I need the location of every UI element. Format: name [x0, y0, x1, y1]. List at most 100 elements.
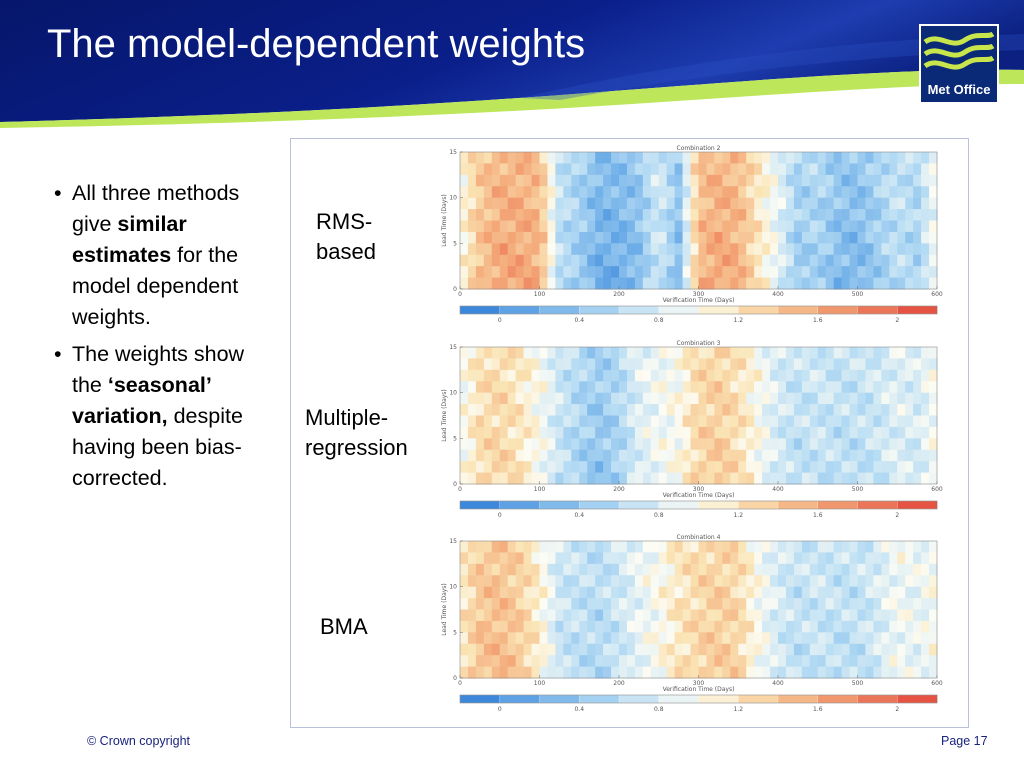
x-tick-label: 500	[852, 291, 864, 298]
heatmap-cell	[722, 209, 731, 222]
heatmap-cell	[857, 461, 867, 474]
heatmap-cell	[626, 609, 636, 622]
heatmap-cell	[642, 666, 652, 679]
heatmap-cell	[841, 541, 851, 554]
heatmap-cell	[579, 174, 588, 187]
heatmap-cell	[491, 209, 501, 222]
heatmap-cell	[547, 404, 556, 417]
heatmap-cell	[698, 586, 708, 599]
heatmap-cell	[579, 449, 588, 462]
heatmap-cell	[746, 426, 755, 439]
heatmap-cell	[857, 381, 867, 394]
heatmap-cell	[881, 472, 890, 485]
heatmap-cell	[801, 472, 811, 485]
heatmap-cell	[666, 266, 676, 279]
heatmap-cell	[555, 186, 564, 199]
heatmap-cell	[913, 266, 922, 279]
heatmap-cell	[730, 209, 739, 222]
heatmap-cell	[698, 209, 708, 222]
heatmap-cell	[467, 609, 477, 622]
heatmap-cell	[770, 358, 779, 371]
heatmap-cell	[706, 152, 715, 165]
heatmap-cell	[523, 152, 533, 165]
heatmap-cell	[738, 426, 747, 439]
heatmap-cell	[642, 438, 652, 451]
heatmap-cell	[571, 563, 580, 576]
heatmap-cell	[921, 358, 930, 371]
heatmap-cell	[515, 575, 525, 588]
heatmap-cell	[722, 266, 731, 279]
heatmap-cell	[523, 609, 533, 622]
colorbar-tick-label: 1.6	[813, 706, 823, 713]
heatmap-cell	[841, 586, 851, 599]
heatmap-cell	[778, 655, 787, 668]
heatmap-cell	[523, 426, 533, 439]
heatmap-cell	[611, 369, 620, 382]
heatmap-cell	[499, 220, 509, 233]
heatmap-cell	[611, 186, 620, 199]
heatmap-cell	[626, 552, 636, 565]
heatmap-cell	[929, 598, 938, 611]
heatmap-cell	[881, 358, 890, 371]
heatmap-cell	[515, 347, 525, 360]
heatmap-cell	[897, 598, 906, 611]
heatmap-cell	[778, 197, 787, 210]
heatmap-cell	[825, 369, 835, 382]
heatmap-cell	[817, 575, 827, 588]
heatmap-cell	[809, 266, 819, 279]
heatmap-cell	[746, 369, 755, 382]
heatmap-cell	[563, 152, 572, 165]
heatmap-cell	[682, 197, 692, 210]
heatmap-cell	[515, 620, 525, 633]
heatmap-cell	[595, 163, 604, 176]
heatmap-cell	[785, 347, 795, 360]
heatmap-cell	[674, 643, 684, 656]
heatmap-cell	[626, 231, 636, 244]
heatmap-cell	[897, 541, 906, 554]
heatmap-cell	[619, 186, 628, 199]
heatmap-cell	[587, 209, 596, 222]
heatmap-cell	[825, 563, 835, 576]
heatmap-cell	[881, 231, 890, 244]
heatmap-cell	[483, 152, 493, 165]
heatmap-cell	[746, 415, 755, 428]
heatmap-cell	[785, 632, 795, 645]
heatmap-cell	[539, 609, 549, 622]
heatmap-cell	[650, 620, 660, 633]
heatmap-cell	[778, 369, 787, 382]
heatmap-cell	[611, 266, 620, 279]
heatmap-cell	[626, 347, 636, 360]
heatmap-cell	[460, 243, 469, 256]
heatmap-cell	[539, 632, 549, 645]
heatmap-cell	[507, 472, 517, 485]
heatmap-cell	[531, 163, 541, 176]
heatmap-cell	[809, 231, 819, 244]
heatmap-cell	[817, 461, 827, 474]
heatmap-cell	[801, 243, 811, 256]
heatmap-cell	[857, 186, 867, 199]
heatmap-cell	[762, 415, 771, 428]
heatmap-cell	[690, 598, 700, 611]
heatmap-cell	[650, 666, 660, 679]
heatmap-cell	[650, 461, 660, 474]
heatmap-cell	[587, 541, 596, 554]
heatmap-cell	[785, 231, 795, 244]
heatmap-cell	[905, 632, 914, 645]
heatmap-cell	[730, 438, 739, 451]
heatmap-cell	[801, 598, 811, 611]
slide-title: The model-dependent weights	[47, 22, 586, 66]
heatmap-cell	[793, 620, 803, 633]
heatmap-cell	[754, 347, 763, 360]
heatmap-cell	[475, 655, 485, 668]
heatmap-cell	[523, 415, 533, 428]
heatmap-cell	[770, 209, 779, 222]
heatmap-cell	[460, 392, 469, 405]
heatmap-cell	[809, 254, 819, 267]
heatmap-cell	[674, 369, 684, 382]
heatmap-cell	[817, 186, 827, 199]
heatmap-cell	[825, 655, 835, 668]
heatmap-cell	[563, 598, 572, 611]
heatmap-cell	[897, 632, 906, 645]
heatmap-cell	[714, 163, 723, 176]
heatmap-cell	[849, 369, 859, 382]
